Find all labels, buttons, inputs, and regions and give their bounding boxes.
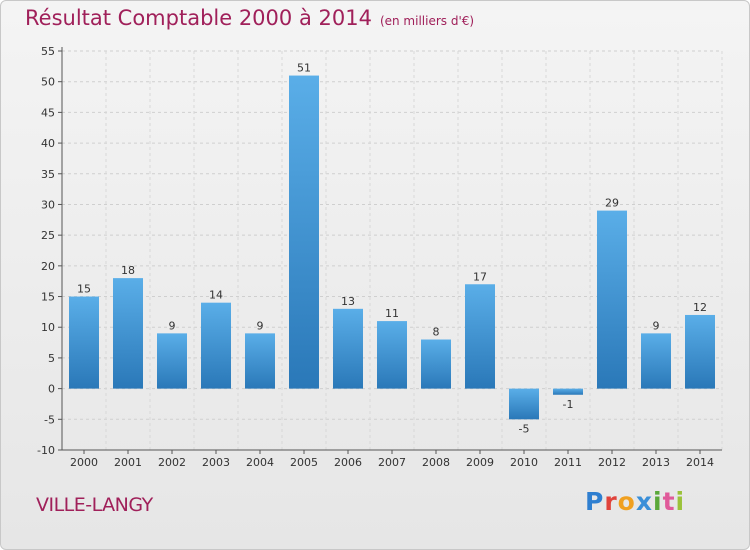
bar-2000	[69, 296, 99, 389]
y-tick-label: -5	[44, 413, 55, 426]
x-tick-label: 2000	[70, 456, 98, 469]
y-tick-label: 15	[41, 291, 55, 304]
data-label-2010: -5	[519, 422, 530, 435]
data-label-2012: 29	[605, 197, 619, 210]
bar-2010	[509, 388, 539, 420]
y-tick-label: 25	[41, 229, 55, 242]
data-label-2003: 14	[209, 289, 223, 302]
x-tick-label: 2012	[598, 456, 626, 469]
chart-title: Résultat Comptable 2000 à 2014 (en millie…	[25, 6, 474, 30]
data-label-2013: 9	[653, 319, 660, 332]
y-tick-label: 55	[41, 45, 55, 58]
bar-2004	[245, 333, 275, 389]
bar-2003	[201, 302, 231, 389]
x-tick-label: 2013	[642, 456, 670, 469]
bar-2001	[113, 278, 143, 389]
city-name: VILLE-LANGY	[36, 494, 153, 516]
bar-2005	[289, 75, 319, 389]
data-label-2008: 8	[433, 326, 440, 339]
data-label-2001: 18	[121, 264, 135, 277]
x-tick-label: 2008	[422, 456, 450, 469]
unit-label: (en milliers d'€)	[379, 14, 475, 28]
bar-2012	[597, 210, 627, 389]
bar-2002	[157, 333, 187, 389]
y-tick-label: 45	[41, 106, 55, 119]
x-tick-label: 2005	[290, 456, 318, 469]
y-tick-label: 20	[41, 260, 55, 273]
x-tick-label: 2014	[686, 456, 714, 469]
title-text: Résultat Comptable 2000 à 2014	[25, 6, 372, 30]
x-tick-label: 2002	[158, 456, 186, 469]
x-tick-label: 2007	[378, 456, 406, 469]
data-label-2000: 15	[77, 283, 91, 296]
data-label-2002: 9	[169, 319, 176, 332]
x-tick-label: 2011	[554, 456, 582, 469]
bar-2014	[685, 314, 715, 389]
bar-2007	[377, 321, 407, 389]
bar-2009	[465, 284, 495, 389]
proxiti-logo: Proxiti	[585, 487, 686, 516]
data-label-2004: 9	[257, 319, 264, 332]
x-tick-label: 2001	[114, 456, 142, 469]
y-tick-label: 30	[41, 198, 55, 211]
data-label-2014: 12	[693, 301, 707, 314]
y-tick-label: -10	[37, 444, 55, 457]
data-label-2005: 51	[297, 62, 311, 75]
x-tick-label: 2009	[466, 456, 494, 469]
x-tick-label: 2003	[202, 456, 230, 469]
y-tick-label: 40	[41, 137, 55, 150]
bars	[69, 75, 715, 420]
y-tick-label: 5	[48, 352, 55, 365]
data-label-2006: 13	[341, 295, 355, 308]
y-tick-label: 35	[41, 168, 55, 181]
bar-2011	[553, 388, 583, 395]
y-tick-label: 50	[41, 76, 55, 89]
data-labels: 15 18 9 14 9 51 13 11 8 17 -5 -1 29 9 12	[77, 62, 707, 436]
bar-2008	[421, 339, 451, 389]
bar-2013	[641, 333, 671, 389]
y-tick-label: 10	[41, 321, 55, 334]
x-tick-label: 2004	[246, 456, 274, 469]
data-label-2009: 17	[473, 270, 487, 283]
y-tick-label: 0	[48, 383, 55, 396]
x-tick-label: 2010	[510, 456, 538, 469]
x-tick-label: 2006	[334, 456, 362, 469]
data-label-2011: -1	[563, 398, 574, 411]
axes: -10 -5 0 5 10 15 20 25 30 35 40 45 50 55 2000 2001 2002 2…	[37, 45, 722, 469]
data-label-2007: 11	[385, 307, 399, 320]
bar-2006	[333, 308, 363, 389]
